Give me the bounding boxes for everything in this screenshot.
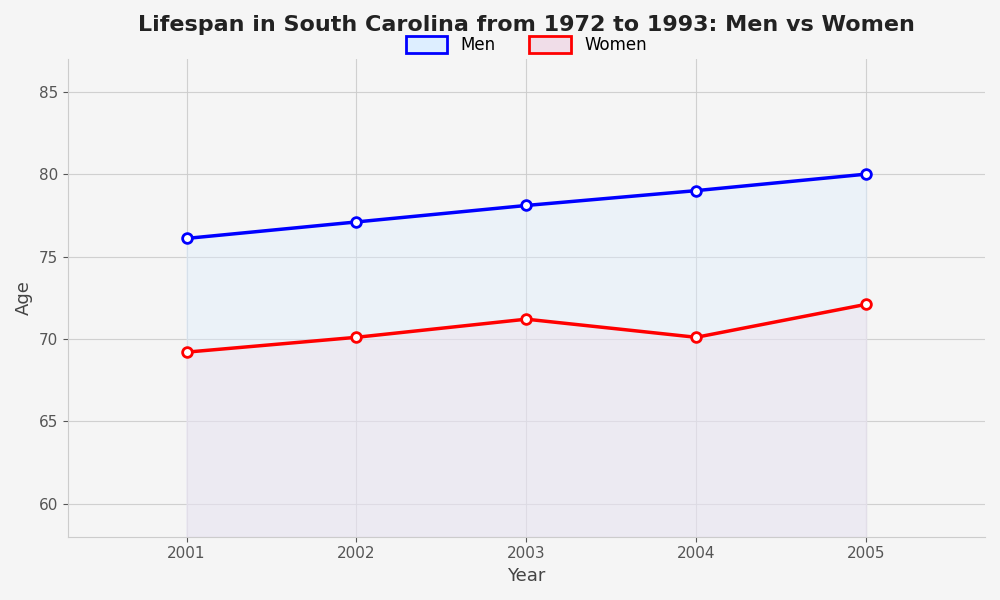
Legend: Men, Women: Men, Women [399, 29, 654, 61]
Title: Lifespan in South Carolina from 1972 to 1993: Men vs Women: Lifespan in South Carolina from 1972 to … [138, 15, 915, 35]
Y-axis label: Age: Age [15, 280, 33, 315]
X-axis label: Year: Year [507, 567, 546, 585]
